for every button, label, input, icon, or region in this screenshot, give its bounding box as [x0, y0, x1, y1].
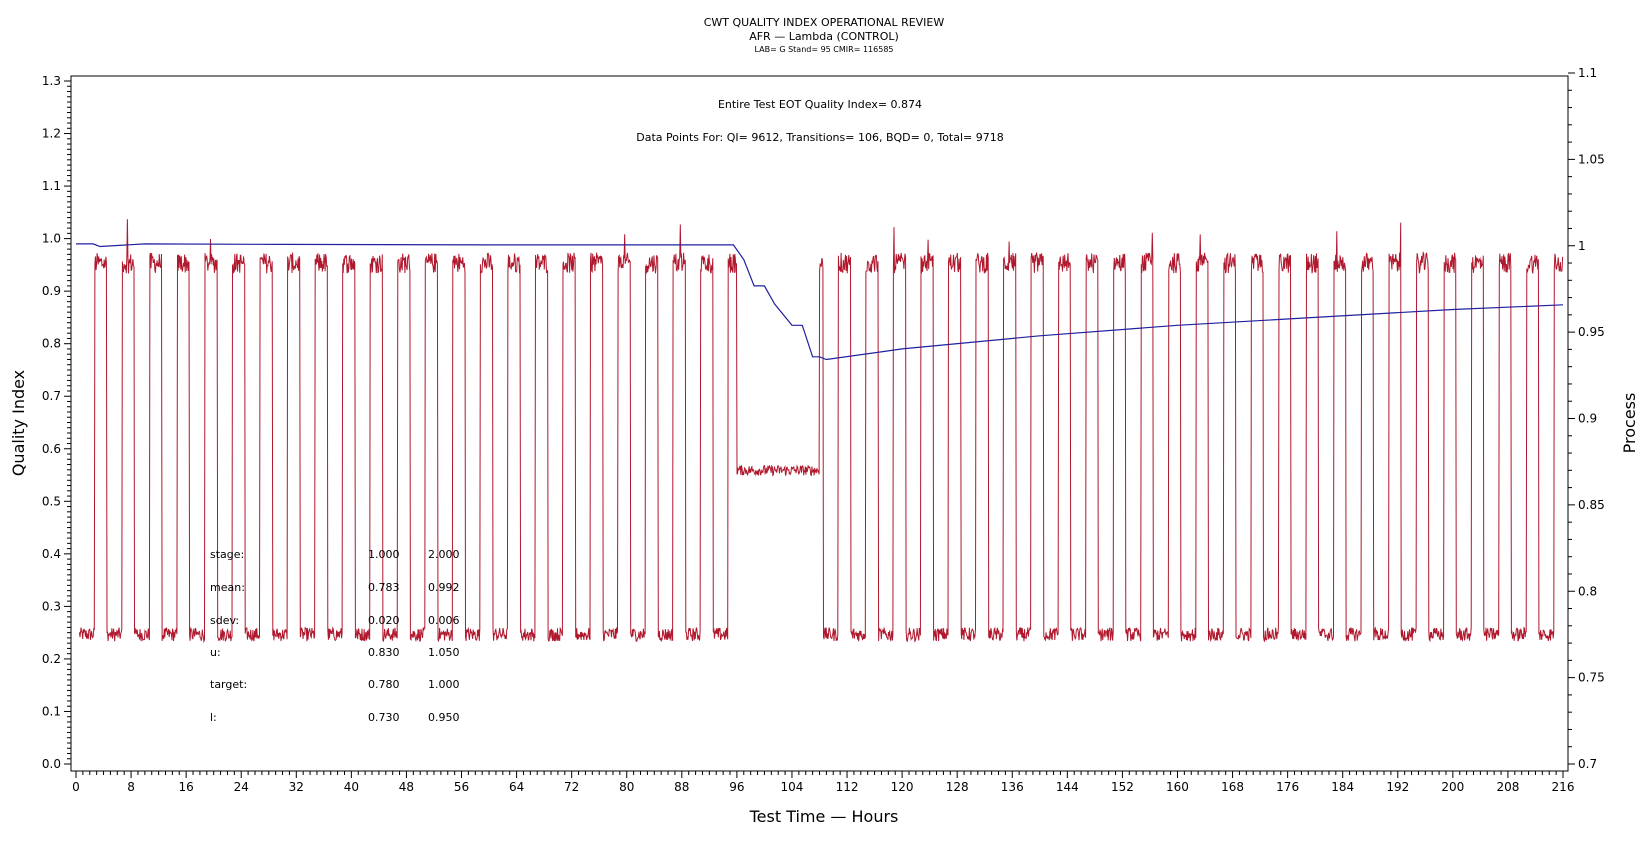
x-tick-label: 168 [1221, 780, 1244, 794]
stats-row-value-2: 1.000 [428, 678, 460, 691]
stats-row-value-1: 0.780 [368, 678, 400, 691]
x-tick-label: 88 [674, 780, 689, 794]
stats-row-value-1: 0.020 [368, 614, 400, 627]
x-tick-label: 208 [1496, 780, 1519, 794]
stats-row-value-2: 0.006 [428, 614, 460, 627]
stats-row-value-2: 0.992 [428, 581, 460, 594]
x-tick-label: 8 [127, 780, 135, 794]
y-axis-left: 0.0 0.1 0.2 0.3 0.4 0.5 0.6 0.7 0.8 0.9 1.0 1.1 1.2 1… [42, 74, 71, 771]
x-tick-label: 48 [399, 780, 414, 794]
x-tick-label: 40 [344, 780, 359, 794]
y2-tick-label: 0.9 [1578, 412, 1597, 426]
x-tick-label: 200 [1441, 780, 1464, 794]
series-group [76, 219, 1564, 644]
x-tick-label: 152 [1111, 780, 1134, 794]
stats-row-value-1: 0.830 [368, 646, 400, 659]
y2-axis-title: Process [1620, 393, 1639, 454]
stats-table: stage: 1.000 2.000 mean: 0.783 0.992 sdev: 0.02… [210, 548, 460, 724]
y-axis-right: 0.7 0.75 0.8 0.85 0.9 0.95 1 1.05 1.1 [1568, 66, 1605, 771]
points-annotation: Data Points For: QI= 9612, Transitions= … [636, 131, 1004, 144]
x-tick-label: 160 [1166, 780, 1189, 794]
y2-tick-label: 0.85 [1578, 498, 1605, 512]
x-tick-label: 216 [1552, 780, 1575, 794]
x-tick-label: 192 [1386, 780, 1409, 794]
y2-tick-label: 0.8 [1578, 584, 1597, 598]
x-tick-label: 0 [72, 780, 80, 794]
stats-row-value-2: 1.050 [428, 646, 460, 659]
y2-tick-label: 0.75 [1578, 671, 1605, 685]
stats-row-label: target: [210, 678, 247, 691]
y-tick-label: 0.6 [42, 442, 61, 456]
stats-row-value-1: 0.783 [368, 581, 400, 594]
x-tick-label: 104 [781, 780, 804, 794]
x-tick-label: 72 [564, 780, 579, 794]
y-tick-label: 0.5 [42, 494, 61, 508]
y2-tick-label: 1.05 [1578, 152, 1605, 166]
y2-tick-label: 1.1 [1578, 66, 1597, 80]
x-axis: 0 8 16 24 32 40 48 56 64 72 80 88 96 104 112 120 128 136 1… [72, 771, 1574, 794]
x-tick-label: 128 [946, 780, 969, 794]
chart-subtitle-2: LAB= G Stand= 95 CMIR= 116585 [754, 45, 893, 54]
y-tick-label: 0.3 [42, 599, 61, 613]
stats-row-value-2: 0.950 [428, 711, 460, 724]
y-tick-label: 1.2 [42, 127, 61, 141]
y-tick-label: 1.3 [42, 74, 61, 88]
x-tick-label: 120 [891, 780, 914, 794]
x-tick-label: 136 [1001, 780, 1024, 794]
x-tick-label: 96 [729, 780, 744, 794]
stats-row-label: sdev: [210, 614, 239, 627]
y-tick-label: 0.1 [42, 704, 61, 718]
y-tick-label: 0.8 [42, 337, 61, 351]
y-tick-label: 1.1 [42, 179, 61, 193]
y-tick-label: 0.9 [42, 284, 61, 298]
x-tick-label: 80 [619, 780, 634, 794]
y-tick-label: 0.4 [42, 547, 61, 561]
y-tick-label: 1.0 [42, 232, 61, 246]
x-tick-label: 64 [509, 780, 524, 794]
stats-row-label: l: [210, 711, 217, 724]
y2-tick-label: 0.95 [1578, 325, 1605, 339]
x-tick-label: 112 [836, 780, 859, 794]
y2-tick-label: 0.7 [1578, 757, 1597, 771]
stats-row-label: u: [210, 646, 221, 659]
stats-row-value-2: 2.000 [428, 548, 460, 561]
process-series-line [78, 219, 1564, 644]
stats-row-value-1: 0.730 [368, 711, 400, 724]
stats-row-label: mean: [210, 581, 245, 594]
y2-tick-label: 1 [1578, 239, 1586, 253]
chart-subtitle: AFR — Lambda (CONTROL) [749, 30, 899, 43]
x-tick-label: 56 [454, 780, 469, 794]
x-tick-label: 32 [289, 780, 304, 794]
quality-index-series-line [76, 243, 1564, 361]
eot-annotation: Entire Test EOT Quality Index= 0.874 [718, 98, 922, 111]
x-tick-label: 24 [234, 780, 249, 794]
y-axis-title: Quality Index [9, 370, 28, 476]
x-axis-title: Test Time — Hours [749, 807, 899, 826]
x-tick-label: 176 [1276, 780, 1299, 794]
y-tick-label: 0.7 [42, 389, 61, 403]
y-tick-label: 0.2 [42, 652, 61, 666]
stats-row-value-1: 1.000 [368, 548, 400, 561]
y-tick-label: 0.0 [42, 757, 61, 771]
chart-title: CWT QUALITY INDEX OPERATIONAL REVIEW [704, 16, 945, 29]
x-tick-label: 16 [179, 780, 194, 794]
x-tick-label: 184 [1331, 780, 1354, 794]
stats-row-label: stage: [210, 548, 244, 561]
x-tick-label: 144 [1056, 780, 1079, 794]
